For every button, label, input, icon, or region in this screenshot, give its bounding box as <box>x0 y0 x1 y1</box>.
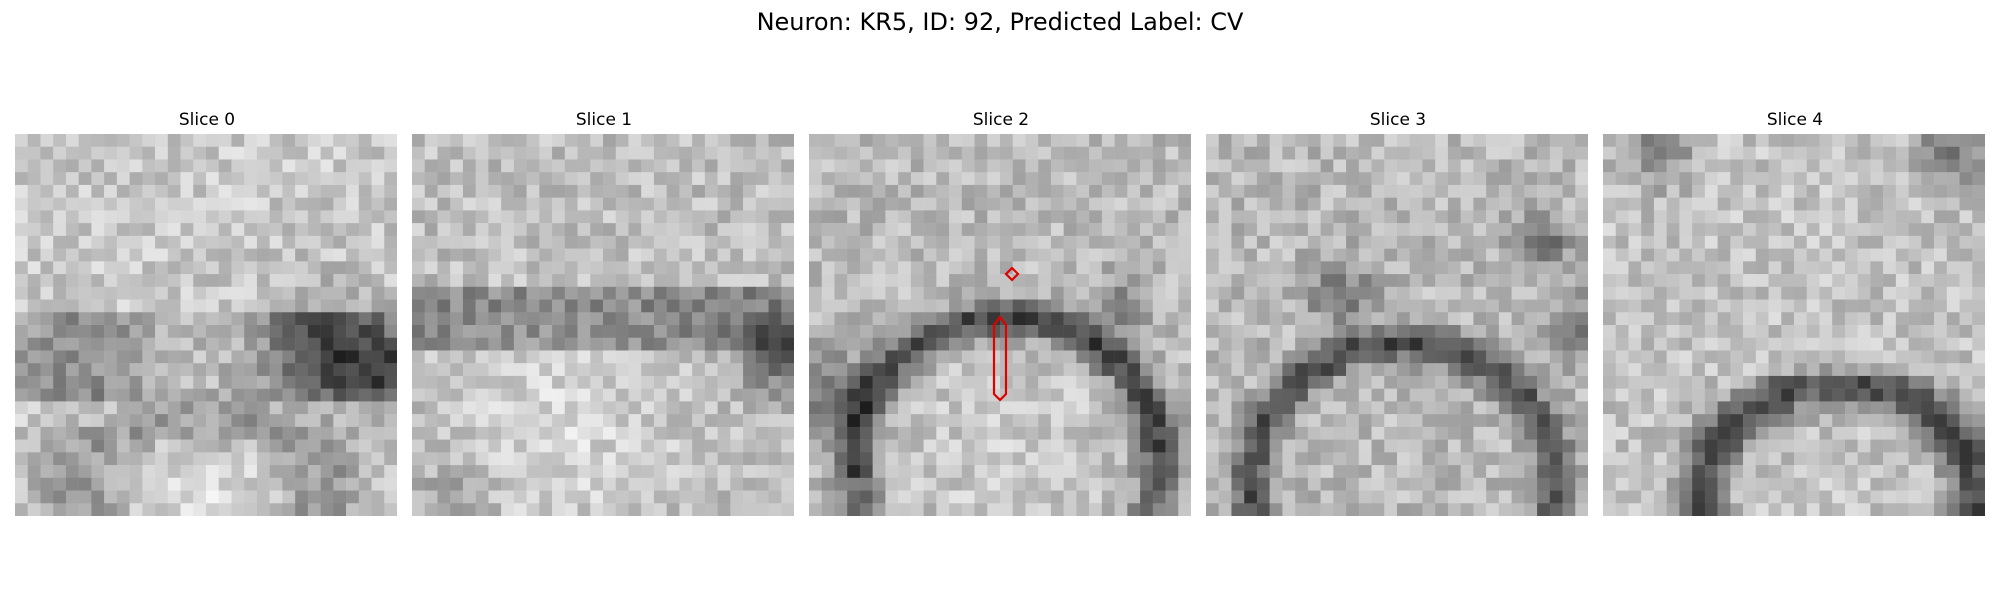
slice-image-1 <box>412 134 794 516</box>
slice-title-0: Slice 0 <box>178 110 236 130</box>
slice-image-2 <box>809 134 1191 516</box>
slice-panel-1: Slice 1 <box>412 108 796 516</box>
slice-title-4: Slice 4 <box>1766 110 1824 130</box>
slice-image-0 <box>15 134 397 516</box>
slice-panel-0: Slice 0 <box>15 108 399 516</box>
slice-panel-4: Slice 4 <box>1603 108 1987 516</box>
slice-panel-2: Slice 2 <box>809 108 1193 516</box>
slice-image-3 <box>1206 134 1588 516</box>
slice-title-3: Slice 3 <box>1369 110 1427 130</box>
slice-title-1: Slice 1 <box>575 110 633 130</box>
figure-title: Neuron: KR5, ID: 92, Predicted Label: CV <box>756 8 1244 36</box>
slice-image-4 <box>1603 134 1985 516</box>
slice-title-2: Slice 2 <box>972 110 1030 130</box>
slice-panel-3: Slice 3 <box>1206 108 1590 516</box>
